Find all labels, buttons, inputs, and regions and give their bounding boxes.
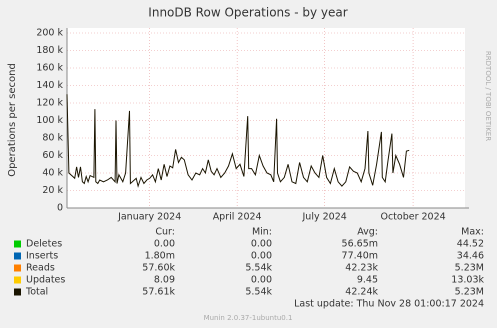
legend-value: 5.23M [455, 263, 484, 274]
y-tick-label: 180 k [36, 45, 63, 56]
y-tick-label: 200 k [36, 28, 63, 39]
y-tick-label: 120 k [36, 98, 63, 109]
legend-value: 0.00 [251, 251, 272, 262]
legend-name: Deletes [26, 239, 62, 250]
legend-value: 0.00 [154, 239, 175, 250]
legend-value: 0.00 [251, 239, 272, 250]
legend-header: Avg: [357, 227, 378, 238]
legend-header: Cur: [155, 227, 175, 238]
data-line [66, 94, 410, 188]
last-update: Last update: Thu Nov 28 01:00:17 2024 [294, 299, 484, 310]
x-tick-label: October 2024 [380, 212, 445, 223]
legend-swatch [14, 276, 21, 284]
legend-value: 5.54k [245, 287, 272, 298]
legend-value: 34.46 [457, 251, 484, 262]
legend-header: Max: [461, 227, 484, 238]
legend-swatch [14, 288, 21, 296]
legend-value: 9.45 [357, 275, 378, 286]
legend-value: 0.00 [251, 275, 272, 286]
y-tick-label: 20 k [42, 185, 63, 196]
legend-name: Total [25, 287, 48, 298]
legend-value: 57.61k [142, 287, 175, 298]
y-tick-label: 0 [57, 203, 63, 214]
plot-area [67, 28, 465, 208]
y-axis-label: Operations per second [7, 63, 18, 177]
legend-name: Updates [26, 275, 65, 286]
legend-swatch [14, 264, 21, 272]
legend-value: 5.23M [455, 287, 484, 298]
legend-value: 42.24k [345, 287, 378, 298]
y-tick-label: 100 k [36, 115, 63, 126]
legend-value: 42.23k [345, 263, 378, 274]
y-tick-label: 140 k [36, 80, 63, 91]
x-tick-label: July 2024 [302, 212, 347, 223]
watermark: RRDTOOL / TOBI OETIKER [484, 51, 492, 141]
legend-name: Inserts [26, 251, 58, 262]
y-tick-label: 40 k [42, 168, 63, 179]
legend-header: Min: [252, 227, 272, 238]
y-tick-label: 60 k [42, 150, 63, 161]
legend-value: 5.54k [245, 263, 272, 274]
legend-value: 57.60k [142, 263, 175, 274]
legend-value: 8.09 [154, 275, 175, 286]
x-tick-label: January 2024 [117, 212, 181, 223]
legend-value: 56.65m [342, 239, 378, 250]
legend-swatch [14, 240, 21, 248]
y-tick-label: 160 k [36, 63, 63, 74]
y-tick-label: 80 k [42, 133, 63, 144]
chart-title: InnoDB Row Operations - by year [148, 6, 347, 20]
legend-value: 13.03k [451, 275, 484, 286]
legend-value: 1.80m [145, 251, 175, 262]
legend-name: Reads [26, 263, 55, 274]
legend-value: 44.52 [457, 239, 484, 250]
legend-value: 77.40m [342, 251, 378, 262]
legend-swatch [14, 252, 21, 260]
footer: Munin 2.0.37-1ubuntu0.1 [204, 314, 293, 322]
x-tick-label: April 2024 [213, 212, 262, 223]
